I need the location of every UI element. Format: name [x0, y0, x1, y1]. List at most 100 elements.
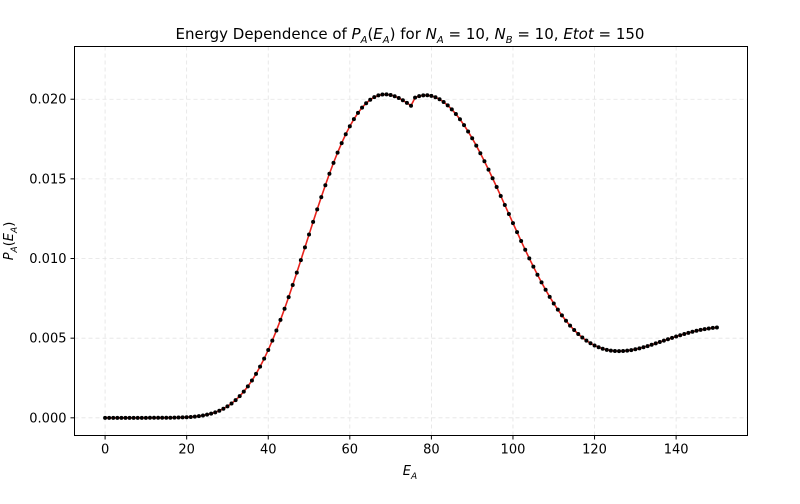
data-point: [176, 415, 181, 420]
data-point: [221, 406, 226, 411]
data-point: [547, 294, 552, 299]
data-series: [103, 92, 719, 420]
data-point: [229, 401, 234, 406]
data-point: [192, 414, 197, 419]
data-point: [245, 384, 250, 389]
data-point: [563, 318, 568, 323]
data-point: [698, 327, 703, 332]
x-tick-label: 80: [423, 443, 440, 458]
data-point: [453, 112, 458, 117]
data-point: [335, 150, 340, 155]
x-tick-label: 20: [178, 443, 195, 458]
data-point: [637, 346, 642, 351]
data-point: [123, 415, 128, 420]
data-point: [368, 97, 373, 102]
data-point: [429, 93, 434, 98]
data-point: [360, 105, 365, 110]
data-point: [213, 410, 218, 415]
data-point: [710, 325, 715, 330]
data-point: [388, 93, 393, 98]
data-point: [580, 335, 585, 340]
x-tick-label: 60: [342, 443, 359, 458]
data-point: [494, 185, 499, 190]
data-point: [131, 415, 136, 420]
data-point: [164, 415, 169, 420]
data-point: [621, 349, 626, 354]
data-point: [498, 193, 503, 198]
data-point: [649, 342, 654, 347]
data-point: [311, 219, 316, 224]
data-point: [172, 415, 177, 420]
data-point: [392, 94, 397, 99]
data-point: [103, 415, 108, 420]
data-point: [119, 415, 124, 420]
data-point: [466, 129, 471, 134]
data-point: [694, 328, 699, 333]
data-point: [107, 415, 112, 420]
y-tick-label: 0.000: [29, 411, 66, 426]
data-point: [413, 95, 418, 100]
data-point: [539, 280, 544, 285]
data-point: [339, 141, 344, 146]
data-point: [372, 95, 377, 100]
data-point: [457, 117, 462, 122]
data-point: [384, 92, 389, 97]
x-axis-ticks: 0 20 40 60 80 100 120 140: [101, 435, 689, 458]
data-point: [347, 124, 352, 129]
data-point: [343, 132, 348, 137]
data-point: [409, 103, 413, 108]
data-point: [180, 415, 185, 420]
data-point: [576, 331, 581, 336]
data-point: [600, 346, 605, 351]
data-point: [568, 323, 573, 328]
x-tick-label: 100: [501, 443, 526, 458]
data-point: [425, 93, 430, 98]
data-point: [376, 93, 381, 98]
data-point: [678, 333, 683, 338]
data-point: [449, 107, 454, 112]
data-point: [331, 160, 336, 165]
data-point: [205, 412, 210, 417]
data-point: [143, 415, 148, 420]
x-tick-label: 40: [260, 443, 277, 458]
data-point: [612, 349, 617, 354]
data-point: [441, 99, 446, 104]
data-point: [470, 136, 475, 141]
data-point: [629, 348, 634, 353]
data-point: [653, 341, 658, 346]
data-point: [241, 389, 246, 394]
y-tick-label: 0.015: [29, 172, 66, 187]
x-axis-label: EA: [403, 464, 417, 482]
data-point: [262, 356, 267, 361]
data-point: [686, 330, 691, 335]
data-point: [404, 100, 409, 105]
data-point: [665, 337, 670, 342]
data-point: [515, 230, 520, 235]
data-point: [237, 394, 242, 399]
data-point: [690, 329, 695, 334]
data-point: [584, 338, 589, 343]
data-point: [670, 335, 675, 340]
data-point: [319, 195, 324, 200]
data-point: [706, 326, 711, 331]
data-point: [482, 159, 487, 164]
data-point: [551, 301, 556, 306]
data-point: [437, 97, 442, 102]
data-point: [490, 176, 495, 181]
data-point: [506, 212, 511, 217]
data-point: [445, 103, 450, 108]
data-point: [555, 307, 560, 312]
x-tick-label: 120: [582, 443, 607, 458]
data-point: [355, 110, 360, 115]
data-point: [115, 415, 120, 420]
data-point: [209, 411, 214, 416]
data-point: [266, 347, 271, 352]
data-point: [531, 264, 536, 269]
data-point: [417, 94, 422, 99]
data-point: [111, 415, 116, 420]
data-point: [254, 371, 259, 376]
data-point: [249, 378, 254, 383]
data-point: [184, 415, 189, 420]
